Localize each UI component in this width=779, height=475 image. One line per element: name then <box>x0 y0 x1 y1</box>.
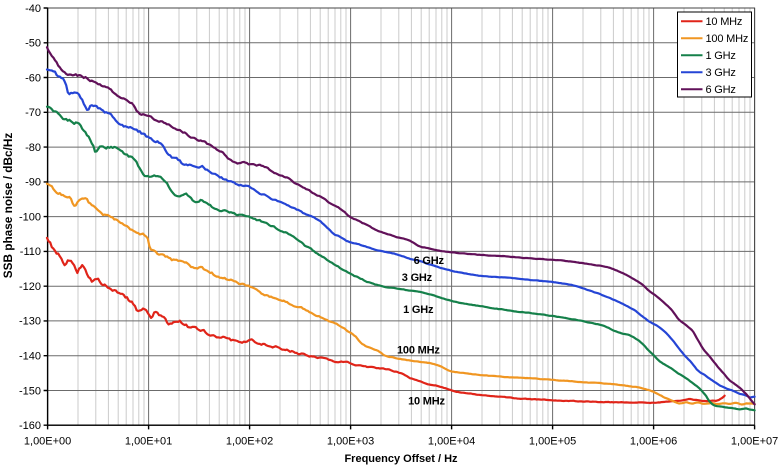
svg-text:1,00E+07: 1,00E+07 <box>731 435 778 447</box>
svg-text:-120: -120 <box>19 281 41 293</box>
svg-text:1,00E+04: 1,00E+04 <box>428 435 475 447</box>
svg-text:1 GHz: 1 GHz <box>403 304 434 316</box>
svg-text:10 MHz: 10 MHz <box>706 16 743 28</box>
svg-text:-140: -140 <box>19 351 41 363</box>
svg-text:-60: -60 <box>25 72 41 84</box>
svg-text:-40: -40 <box>25 3 41 15</box>
svg-text:3 GHz: 3 GHz <box>706 67 736 79</box>
svg-text:1,00E+06: 1,00E+06 <box>630 435 677 447</box>
svg-text:1,00E+01: 1,00E+01 <box>125 435 172 447</box>
svg-text:SSB phase noise / dBc/Hz: SSB phase noise / dBc/Hz <box>1 133 15 279</box>
svg-text:1,00E+00: 1,00E+00 <box>24 435 71 447</box>
svg-text:-70: -70 <box>25 107 41 119</box>
svg-text:100 MHz: 100 MHz <box>706 33 749 45</box>
svg-text:-160: -160 <box>19 420 41 432</box>
svg-text:1 GHz: 1 GHz <box>706 50 736 62</box>
svg-text:1,00E+03: 1,00E+03 <box>327 435 374 447</box>
svg-text:10 MHz: 10 MHz <box>408 395 445 407</box>
svg-text:100 MHz: 100 MHz <box>397 345 440 357</box>
svg-text:Frequency Offset / Hz: Frequency Offset / Hz <box>344 453 458 465</box>
svg-text:-50: -50 <box>25 38 41 50</box>
svg-text:-100: -100 <box>19 211 41 223</box>
svg-text:6 GHz: 6 GHz <box>706 84 736 96</box>
svg-text:-150: -150 <box>19 385 41 397</box>
svg-text:-130: -130 <box>19 316 41 328</box>
svg-text:6 GHz: 6 GHz <box>414 255 445 267</box>
svg-text:1,00E+02: 1,00E+02 <box>226 435 273 447</box>
svg-text:3 GHz: 3 GHz <box>402 272 433 284</box>
svg-text:1,00E+05: 1,00E+05 <box>529 435 576 447</box>
svg-text:-90: -90 <box>25 177 41 189</box>
svg-text:-80: -80 <box>25 142 41 154</box>
svg-text:-110: -110 <box>20 246 41 258</box>
